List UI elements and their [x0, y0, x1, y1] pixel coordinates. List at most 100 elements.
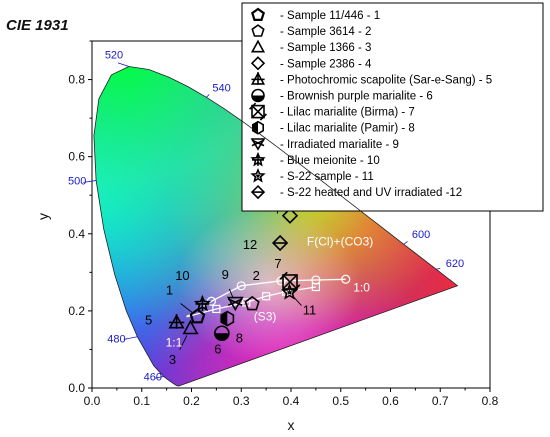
marker-3: [182, 319, 199, 335]
legend-entry: [250, 167, 266, 183]
marker-leader: [228, 288, 234, 299]
legend-entry: [250, 71, 266, 85]
legend-marker-2: [251, 24, 265, 37]
legend-label: - Lilac marialite (Pamir) - 8: [280, 123, 415, 135]
x-tick-label: 0.5: [332, 394, 349, 408]
marker-11-shape-fill: [286, 289, 293, 295]
x-tick-label: 0.0: [84, 394, 101, 408]
mixing-point: [262, 292, 271, 301]
marker-7: [279, 271, 301, 293]
legend-entry: [251, 24, 265, 37]
marker-11-shape: [280, 283, 299, 300]
legend-marker-1: [251, 7, 265, 21]
legend-label: - Sample 3614 - 2: [280, 26, 371, 38]
wavelength-labels: 460 480 500 520 540 600 620: [68, 49, 464, 383]
axes: 0.0 0.1 0.2 0.3 0.4 0.5 0.6 0.7 0.8 0.0 0.2 0.4 0.6 0…: [35, 40, 499, 433]
marker-3-shape: [182, 319, 199, 335]
marker-9: [226, 296, 244, 312]
legend-marker-11: [250, 167, 266, 183]
marker-12: [271, 234, 289, 252]
marker-4-shape: [281, 207, 299, 224]
legend-marker-3: [250, 39, 266, 53]
y-tick-label: 0.4: [68, 227, 85, 241]
marker-1: [189, 308, 206, 324]
y-tick-label: 0.0: [68, 381, 85, 395]
marker-leader: [179, 335, 188, 351]
marker-label: 3: [169, 352, 176, 367]
x-tick-label: 0.1: [133, 394, 150, 408]
x-tick-label: 0.8: [482, 394, 499, 408]
legend-marker-9-diag: [251, 139, 265, 147]
x-tick-label: 0.6: [382, 394, 399, 408]
wavelength-label: 460: [144, 371, 162, 383]
legend-entry: [251, 88, 265, 103]
wavelength-label: 540: [212, 82, 230, 94]
x-axis-label: x: [288, 417, 295, 433]
wavelength-tick: [117, 62, 129, 67]
x-tick-label: 0.3: [233, 394, 250, 408]
legend-marker-7-diag: [251, 105, 265, 119]
marker-label: 5: [145, 312, 152, 327]
x-tick-label: 0.4: [283, 394, 300, 408]
marker-5: [168, 313, 185, 329]
marker-10: [193, 294, 212, 312]
marker-label: 2: [253, 268, 260, 283]
legend-entry: [250, 151, 266, 167]
mixing-point: [341, 274, 351, 284]
legend-entry: [251, 7, 265, 21]
spectral-locus: [93, 66, 459, 387]
legend-marker-4: [250, 56, 266, 71]
marker-label: 7: [274, 256, 281, 271]
marker-label: 1: [166, 283, 173, 298]
legend-label: - S-22 sample - 11: [280, 171, 374, 183]
marker-12-shape: [271, 234, 289, 252]
legend-entry: [252, 120, 265, 135]
marker-label: 11: [303, 302, 317, 317]
legend-label: - Sample 2386 - 4: [280, 58, 372, 70]
legend-entry: [250, 56, 266, 71]
legend-marker-8-fill: [252, 121, 258, 134]
marker-1-shape: [189, 308, 206, 324]
marker-label: 10: [175, 268, 189, 283]
wavelength-label: 500: [68, 176, 86, 188]
legend-marker-7: [251, 104, 265, 119]
legend-label: - S-22 heated and UV irradiated -12: [280, 187, 462, 199]
y-tick-label: 0.2: [68, 304, 85, 318]
y-tick-label: 0.6: [68, 150, 85, 164]
wavelength-label: 480: [107, 334, 125, 346]
mixing-point: [311, 282, 320, 292]
legend-label: - Sample 1366 - 3: [280, 42, 371, 54]
legend-entry: [250, 138, 266, 151]
marker-label: 6: [214, 341, 221, 356]
legend-label: - Photochromic scapolite (Sar-e-Sang) - …: [280, 74, 492, 86]
wavelength-tick: [123, 336, 138, 340]
legend-label: - Lilac marialite (Birma) - 7: [280, 107, 415, 119]
mixing-point: [212, 304, 221, 314]
annotation: 1:1: [166, 335, 183, 349]
annotations: 1:0 1:1 F(Cl)+(CO3) (S3): [166, 234, 374, 349]
marker-9-shape-diag: [227, 298, 243, 307]
legend-entry: [249, 102, 267, 121]
marker-leader: [180, 303, 193, 313]
wavelength-label: 520: [105, 49, 123, 61]
marker-6-shape-fill: [214, 333, 229, 341]
annotation: F(Cl)+(CO3): [307, 234, 373, 248]
legend-marker-12: [250, 184, 266, 200]
marker-4: [281, 207, 299, 224]
x-tick-label: 0.7: [432, 394, 449, 408]
marker-7-shape-diag: [282, 274, 298, 290]
mixing-point: [236, 281, 246, 291]
marker-label: 9: [222, 267, 229, 282]
legend-label: - Irradiated marialite - 9: [280, 139, 399, 151]
marker-7-shape-diag: [279, 271, 288, 280]
marker-2-shape: [244, 295, 260, 311]
marker-leader: [293, 296, 302, 306]
y-tick-label: 0.8: [68, 73, 85, 87]
legend-box: [241, 2, 544, 212]
annotation: (S3): [254, 310, 277, 324]
wavelength-tick: [154, 376, 164, 379]
chart-title: CIE 1931: [6, 17, 69, 34]
wavelength-tick: [83, 180, 97, 183]
